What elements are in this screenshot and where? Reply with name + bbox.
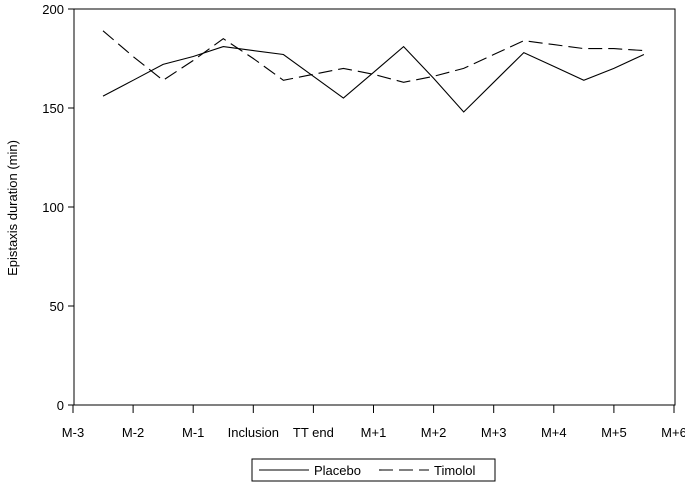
legend-label-placebo: Placebo — [314, 463, 361, 478]
series-layer — [102, 30, 645, 113]
x-axis: M-3 M-2 M-1 Inclusion TT end M+1 M+2 M+3 M+4 M+5 M… — [62, 405, 685, 440]
x-tick-label: M-2 — [122, 425, 144, 440]
series-line-timolol — [102, 30, 644, 83]
x-tick-label: M-1 — [182, 425, 204, 440]
legend-label-timolol: Timolol — [434, 463, 476, 478]
x-tick-label: M+5 — [601, 425, 627, 440]
x-tick-label: M+2 — [421, 425, 447, 440]
x-tick-label: M+3 — [481, 425, 507, 440]
x-tick-label: M+6 — [661, 425, 685, 440]
plot-area — [73, 8, 676, 406]
y-tick-label: 0 — [57, 398, 64, 413]
x-tick-label: Inclusion — [228, 425, 279, 440]
y-axis: 0 50 100 150 200 — [42, 2, 74, 413]
x-tick-label: M-3 — [62, 425, 84, 440]
x-tick-label: TT end — [293, 425, 334, 440]
y-tick-label: 150 — [42, 101, 64, 116]
x-tick-label: M+4 — [541, 425, 567, 440]
series-line-placebo — [102, 45, 645, 113]
y-tick-label: 50 — [50, 299, 64, 314]
x-tick-label: M+1 — [361, 425, 387, 440]
legend-box — [251, 458, 496, 482]
legend: Placebo Timolol — [251, 458, 496, 482]
y-tick-label: 200 — [42, 2, 64, 17]
y-axis-title: Epistaxis duration (min) — [5, 140, 20, 276]
plot-border — [73, 8, 676, 406]
y-tick-label: 100 — [42, 200, 64, 215]
